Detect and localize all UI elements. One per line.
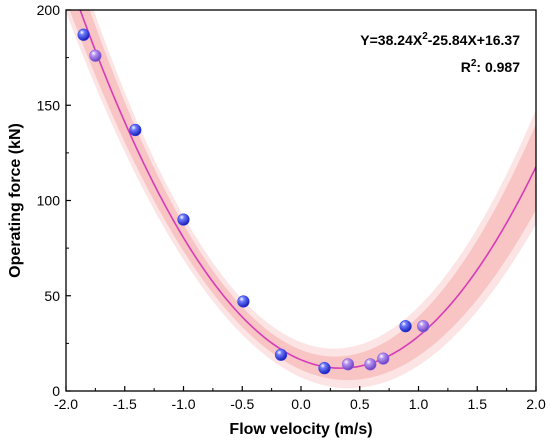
fit-equation: Y=38.24X2-25.84X+16.37 xyxy=(360,31,520,48)
x-tick-label: -1.0 xyxy=(171,396,195,412)
plot-area xyxy=(66,10,536,389)
x-tick-label: 0.0 xyxy=(291,396,311,412)
y-tick-label: 0 xyxy=(52,383,60,399)
data-points xyxy=(77,28,430,375)
confidence-band xyxy=(69,10,536,381)
x-tick-label: -2.0 xyxy=(54,396,78,412)
fit-line-group xyxy=(79,10,536,369)
y-tick-label: 200 xyxy=(37,2,61,18)
y-axis: 0 50 100 150 200 xyxy=(37,2,71,399)
x-tick-label: 2.0 xyxy=(526,396,546,412)
r-squared: R2: 0.987 xyxy=(461,58,520,75)
x-tick-label: -1.5 xyxy=(113,396,137,412)
x-tick-label: -0.5 xyxy=(230,396,254,412)
data-point xyxy=(399,320,412,333)
fit-bands xyxy=(66,10,536,389)
data-point xyxy=(77,28,90,41)
data-point xyxy=(364,358,377,371)
x-tick-label: 1.0 xyxy=(409,396,429,412)
data-point xyxy=(341,358,355,371)
x-tick-label: 1.5 xyxy=(468,396,488,412)
x-tick-label: 0.5 xyxy=(350,396,370,412)
y-tick-label: 50 xyxy=(44,288,60,304)
data-point xyxy=(417,320,430,333)
data-point xyxy=(237,295,250,308)
y-tick-label: 150 xyxy=(37,97,61,113)
x-axis-title: Flow velocity (m/s) xyxy=(229,421,372,438)
y-axis-title: Operating force (kN) xyxy=(7,123,24,278)
x-axis: -2.0 -1.5 -1.0 -0.5 0.0 0.5 1.0 1.5 2.0 xyxy=(54,386,546,412)
data-point xyxy=(89,49,102,62)
data-point xyxy=(318,362,331,375)
data-point xyxy=(129,123,142,137)
data-point xyxy=(377,352,390,365)
prediction-band xyxy=(66,10,536,389)
data-point xyxy=(274,348,288,361)
y-tick-label: 100 xyxy=(37,193,61,209)
data-point xyxy=(177,213,190,226)
fit-curve xyxy=(79,10,536,369)
